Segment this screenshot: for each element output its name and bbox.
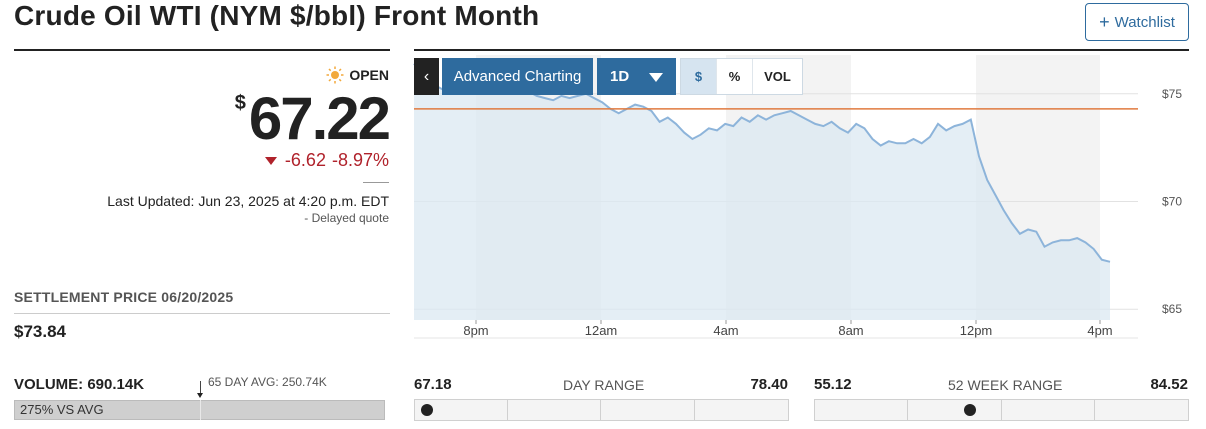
intraday-price-chart[interactable]: $75 $70 $65 8pm 12am 4am 8am 12pm 4pm (0, 0, 1206, 370)
delayed-quote-note: - Delayed quote (304, 211, 389, 225)
timeframe-select[interactable]: 1D (597, 58, 676, 95)
last-price: 67.22 (248, 85, 391, 152)
week52-range-high: 84.52 (1150, 376, 1188, 393)
add-to-watchlist-button[interactable]: + Watchlist (1085, 3, 1189, 41)
volume-avg-marker (200, 381, 201, 395)
volume-avg-arrow-icon (197, 393, 203, 398)
chart-mode-toggle: $ % VOL (680, 58, 803, 95)
x-tick-label: 12pm (960, 323, 993, 338)
day-range-tick (694, 399, 695, 421)
quote-divider (363, 182, 389, 183)
day-range-tick (507, 399, 508, 421)
market-status-label: OPEN (349, 67, 389, 83)
volume-bar-avg-divider (200, 400, 201, 420)
right-header-rule (414, 49, 1189, 51)
volume-vs-avg: 275% VS AVG (20, 402, 104, 417)
advanced-charting-button[interactable]: Advanced Charting (442, 58, 593, 95)
settlement-value: $73.84 (14, 322, 66, 341)
currency-symbol: $ (234, 92, 246, 114)
day-range-high: 78.40 (750, 376, 788, 393)
x-tick-label: 8am (838, 323, 863, 338)
market-status: OPEN (320, 66, 389, 84)
left-header-rule (14, 49, 390, 51)
down-arrow-icon (264, 156, 277, 165)
timeframe-value: 1D (610, 68, 630, 85)
week52-range-low: 55.12 (814, 376, 852, 393)
x-tick-label: 12am (585, 323, 618, 338)
price-block: $ 67.22 (234, 85, 391, 152)
plus-icon: + (1099, 12, 1110, 32)
change-value: -6.62 (284, 150, 326, 170)
y-tick-label: $70 (1162, 195, 1182, 209)
week52-range-label: 52 WEEK RANGE (948, 377, 1063, 393)
mode-dollar-button[interactable]: $ (681, 59, 717, 94)
week52-range-tick (1001, 399, 1002, 421)
page-title: Crude Oil WTI (NYM $/bbl) Front Month (14, 0, 540, 31)
collapse-chart-button[interactable]: ‹ (414, 58, 439, 95)
caret-down-icon (649, 73, 663, 82)
week52-range-tick (1094, 399, 1095, 421)
day-range-bar (414, 399, 789, 421)
week52-range-marker (964, 404, 977, 416)
sun-icon (326, 66, 344, 84)
y-tick-label: $65 (1162, 302, 1182, 316)
last-updated: Last Updated: Jun 23, 2025 at 4:20 p.m. … (107, 193, 389, 209)
settlement-label: SETTLEMENT PRICE 06/20/2025 (14, 289, 234, 305)
y-tick-label: $75 (1162, 87, 1182, 101)
x-tick-label: 4am (713, 323, 738, 338)
price-change: -6.62 -8.97% (264, 150, 389, 171)
volume-bar (14, 400, 385, 420)
day-range-low: 67.18 (414, 376, 452, 393)
chevron-left-icon: ‹ (423, 67, 430, 85)
mode-percent-button[interactable]: % (717, 59, 753, 94)
day-range-tick (600, 399, 601, 421)
mode-volume-button[interactable]: VOL (764, 69, 791, 84)
watchlist-label: Watchlist (1114, 13, 1175, 31)
settlement-rule (14, 313, 390, 314)
x-tick-label: 4pm (1087, 323, 1112, 338)
change-percent: -8.97% (331, 150, 389, 170)
week52-range-tick (907, 399, 908, 421)
volume-label: VOLUME: 690.14K (14, 376, 145, 393)
volume-avg-label: 65 DAY AVG: 250.74K (208, 375, 327, 389)
day-range-label: DAY RANGE (563, 377, 645, 393)
day-range-marker (421, 404, 434, 416)
x-tick-label: 8pm (463, 323, 488, 338)
